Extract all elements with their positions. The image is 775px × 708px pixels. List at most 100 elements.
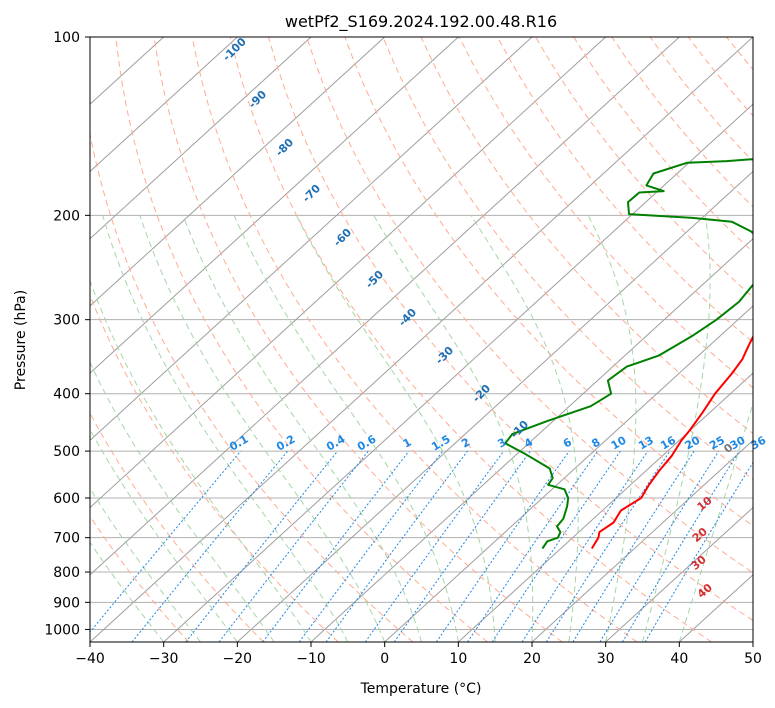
mixing-ratio-line [521,450,649,642]
mixing-ratio-line [298,450,444,642]
moist-adiabat-line [90,541,165,642]
isotherm-line [457,372,753,642]
dry-adiabat-label: -20 [470,382,493,405]
mixing-ratio-line [621,450,740,642]
dry-adiabat-line [268,37,753,622]
dry-adiabat-label: -50 [363,268,386,291]
mixing-ratio-line [393,450,531,642]
dry-adiabat-label: -100 [220,35,249,64]
y-tick-label: 600 [53,491,80,507]
moist-adiabat-label: 20 [690,525,710,545]
moist-adiabat-line [678,401,753,642]
moist-adiabat-line [642,215,711,642]
x-tick-label: −10 [296,651,326,667]
dry-adiabat-label: -80 [273,136,296,159]
isotherm-line [90,37,753,642]
chart-title: wetPf2_S169.2024.192.00.48.R16 [285,12,557,32]
dry-adiabat-line [344,37,753,527]
isotherm-line [236,170,753,642]
dry-adiabat-label: -30 [433,344,456,367]
isotherm-line [605,506,753,642]
dry-adiabat-line [90,131,414,642]
x-tick-label: 40 [670,651,688,667]
y-tick-label: 1000 [44,622,80,638]
moist-adiabat-line [90,361,275,642]
dry-adiabat-line [765,37,775,642]
dewpoint-profile-line [504,158,753,550]
mixing-ratio-line [364,450,505,642]
mixing-ratio-line [572,450,695,642]
y-tick-label: 100 [53,30,80,46]
mixing-ratio-label: 0.1 [227,433,250,454]
dry-adiabat-line [382,37,753,481]
dry-adiabat-line [191,37,638,642]
dry-adiabat-line [420,37,753,435]
mixing-ratio-line [467,450,599,642]
x-tick-label: 30 [597,651,615,667]
mixing-ratio-label: 2 [459,436,472,451]
moist-adiabat-label: 10 [695,494,715,514]
mixing-ratio-line [325,450,468,642]
isotherm-line [90,37,386,307]
y-tick-label: 200 [53,208,80,224]
mixing-ratio-label: 0.4 [324,432,348,453]
moist-adiabat-line [102,215,349,642]
moist-adiabat-line [233,215,459,642]
isotherm-line [90,37,607,509]
moist-adiabat-line [587,215,637,642]
dry-adiabat-line [496,37,753,344]
dry-adiabat-line [306,37,753,574]
x-tick-label: 10 [449,651,467,667]
y-tick-label: 800 [53,565,80,581]
mixing-ratio-label: 10 [609,433,629,452]
x-tick-label: −20 [223,651,253,667]
dry-adiabat-line [153,37,563,642]
mixing-ratio-line [262,450,410,642]
plot-frame [89,36,754,643]
isotherm-line [90,37,533,442]
isotherm-line [384,305,753,642]
x-tick-label: 50 [744,651,762,667]
mixing-ratio-label: 0.2 [274,433,297,454]
dry-adiabat-line [115,37,488,642]
moist-adiabat-line [90,279,312,642]
mixing-ratio-label: 36 [748,433,768,452]
y-tick-label: 900 [53,595,80,611]
y-tick-label: 700 [53,531,80,547]
x-axis-title: Temperature (°C) [360,681,482,697]
isotherm-line [531,439,753,642]
mixing-ratio-line [131,450,288,642]
y-tick-label: 300 [53,313,80,329]
mixing-ratio-line [599,450,720,642]
y-axis-title: Pressure (hPa) [13,290,29,390]
moist-adiabat-line [90,487,201,642]
isotherm-line [752,641,753,642]
mixing-ratio-line [218,450,369,642]
y-tick-label: 400 [53,387,80,403]
dry-adiabat-line [611,37,753,208]
moist-adiabat-line [182,215,422,642]
mixing-ratio-label: 0.6 [355,432,379,453]
dry-adiabat-line [90,515,190,642]
y-tick-label: 500 [53,444,80,460]
isotherm-line [163,103,753,642]
mixing-ratio-line [545,450,671,642]
isotherm-line [310,237,753,642]
moist-adiabat-line [470,215,579,642]
moist-adiabat-line [139,215,386,642]
dry-adiabat-label: -40 [396,306,419,329]
dry-adiabat-line [649,37,753,163]
temperature-profile-line [590,334,753,550]
isotherm-line [90,37,238,173]
dry-adiabat-line [687,37,753,117]
dry-adiabat-label: -90 [246,88,269,111]
dry-adiabat-label: -70 [300,182,323,205]
dry-adiabat-line [535,37,753,298]
moist-adiabat-line [295,215,496,642]
dry-adiabat-line [229,37,712,642]
mixing-ratio-label: 1.5 [429,433,452,454]
mixing-ratio-line [435,450,570,642]
x-tick-label: 0 [380,651,389,667]
x-tick-label: 20 [523,651,541,667]
